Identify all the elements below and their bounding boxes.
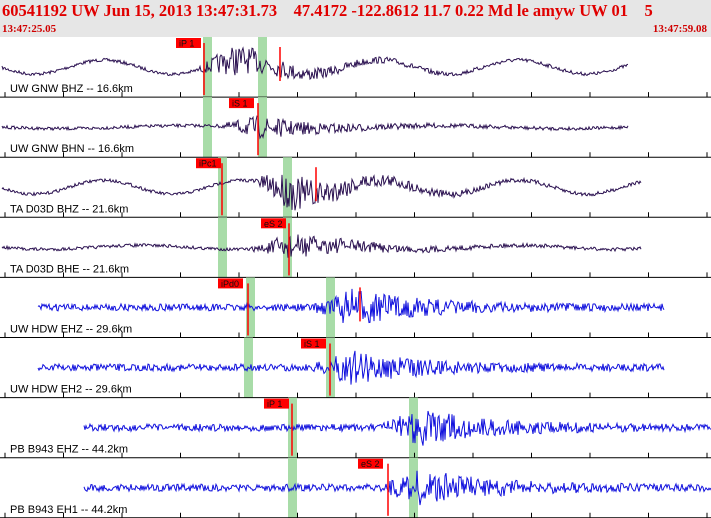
- arrival-band: [218, 217, 227, 278]
- time-end-label: 13:47:59.08: [652, 23, 707, 35]
- waveform-trace: [37, 350, 665, 385]
- trace-panel: eS 2 PB B943 EH1 -- 44.2km: [0, 457, 711, 518]
- pick-label: iP 1: [267, 399, 282, 409]
- arrival-band: [283, 157, 292, 218]
- waveform-trace: [83, 410, 711, 446]
- pick-label-box[interactable]: [229, 98, 254, 109]
- pick-label: iPd0: [221, 279, 239, 289]
- waveform-trace: [1, 174, 642, 211]
- waveform-trace: [37, 288, 665, 324]
- pick-label: iPc1: [199, 159, 217, 169]
- trace-panel: iS 1 UW HDW EH2 -- 29.6km: [0, 337, 711, 399]
- trace-panel: iPc1 TA D03D BHZ -- 21.6km: [0, 157, 711, 218]
- station-label: PB B943 EHZ -- 44.2km: [10, 444, 128, 456]
- arrival-band: [203, 97, 212, 158]
- arrival-band: [258, 37, 267, 98]
- waveform-trace: [1, 234, 642, 258]
- trace-panel: iPd0 UW HDW EHZ -- 29.6km: [0, 277, 711, 338]
- pick-label-box[interactable]: [176, 38, 201, 48]
- arrival-band: [288, 457, 297, 518]
- pick-label-box[interactable]: [301, 338, 326, 349]
- station-label: UW GNW BHZ -- 16.6km: [10, 83, 133, 95]
- arrival-band: [258, 97, 267, 158]
- pick-label: eS 2: [264, 219, 283, 229]
- trace-panel: iP 1 PB B943 EHZ -- 44.2km: [0, 397, 711, 459]
- waveform-trace: [83, 470, 711, 506]
- event-header: 60541192 UW Jun 15, 2013 13:47:31.73 47.…: [0, 0, 711, 37]
- seismogram-panels: iP 1 UW GNW BHZ -- 16.6km iS 1 UW GNW BHN -…: [0, 37, 711, 518]
- trace-panel: iP 1 UW GNW BHZ -- 16.6km: [0, 37, 711, 98]
- pick-label: iS 1: [304, 339, 320, 349]
- pick-label-box[interactable]: [261, 218, 286, 229]
- pick-label-box[interactable]: [218, 278, 243, 289]
- station-label: PB B943 EH1 -- 44.2km: [10, 504, 127, 516]
- pick-label: iP 1: [179, 39, 194, 49]
- station-label: UW GNW BHN -- 16.6km: [10, 143, 134, 155]
- pick-label: iS 1: [232, 99, 248, 109]
- pick-label-box[interactable]: [264, 398, 289, 409]
- event-title: 60541192 UW Jun 15, 2013 13:47:31.73 47.…: [2, 1, 653, 20]
- arrival-band: [409, 397, 418, 458]
- waveform-trace: [1, 115, 629, 140]
- station-label: TA D03D BHE -- 21.6km: [10, 263, 129, 275]
- station-label: UW HDW EH2 -- 29.6km: [10, 384, 132, 396]
- station-label: TA D03D BHZ -- 21.6km: [10, 203, 128, 215]
- station-label: UW HDW EHZ -- 29.6km: [10, 324, 132, 336]
- time-start-label: 13:47:25.05: [2, 23, 57, 35]
- trace-panel: iS 1 UW GNW BHN -- 16.6km: [0, 97, 711, 158]
- pick-label-box[interactable]: [196, 158, 221, 169]
- waveform-trace: [1, 46, 629, 81]
- trace-panel: eS 2 TA D03D BHE -- 21.6km: [0, 217, 711, 278]
- pick-label-box[interactable]: [358, 458, 383, 469]
- pick-label: eS 2: [361, 459, 380, 469]
